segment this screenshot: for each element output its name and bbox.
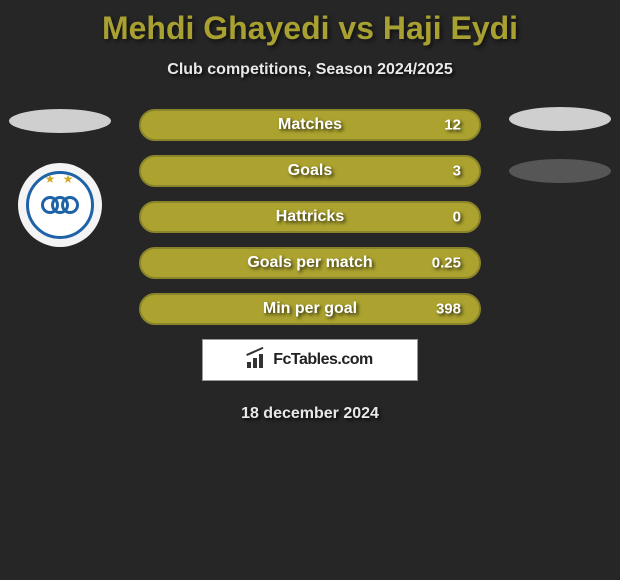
stat-bar-matches: Matches 12 [139,109,481,141]
comparison-title: Mehdi Ghayedi vs Haji Eydi [0,0,620,47]
stat-value: 12 [444,117,461,134]
left-placeholder-ellipse [9,109,111,133]
content-area: ★ ★ Matches 12 Goals 3 Hattricks 0 G [0,109,620,325]
stat-value: 3 [453,163,461,180]
stat-value: 0 [453,209,461,226]
date-text: 18 december 2024 [0,405,620,423]
right-placeholder-ellipse-1 [509,107,611,131]
subtitle: Club competitions, Season 2024/2025 [0,61,620,79]
stat-value: 398 [436,301,461,318]
right-player-column [500,109,620,183]
bar-chart-icon [247,352,267,368]
stat-value: 0.25 [432,255,461,272]
badge-inner: ★ ★ [26,171,94,239]
right-placeholder-ellipse-2 [509,159,611,183]
stat-label: Hattricks [276,208,344,226]
stat-bars: Matches 12 Goals 3 Hattricks 0 Goals per… [139,109,481,325]
stat-label: Matches [278,116,342,134]
stat-bar-gpm: Goals per match 0.25 [139,247,481,279]
club-badge-left: ★ ★ [18,163,102,247]
stat-label: Min per goal [263,300,357,318]
brand-box[interactable]: FcTables.com [202,339,418,381]
left-player-column: ★ ★ [0,109,120,247]
stat-bar-goals: Goals 3 [139,155,481,187]
badge-stars-icon: ★ ★ [45,172,76,186]
brand-text: FcTables.com [273,351,373,369]
badge-rings-icon [45,196,75,214]
stat-label: Goals [288,162,332,180]
stat-bar-mpg: Min per goal 398 [139,293,481,325]
stat-bar-hattricks: Hattricks 0 [139,201,481,233]
stat-label: Goals per match [247,254,372,272]
